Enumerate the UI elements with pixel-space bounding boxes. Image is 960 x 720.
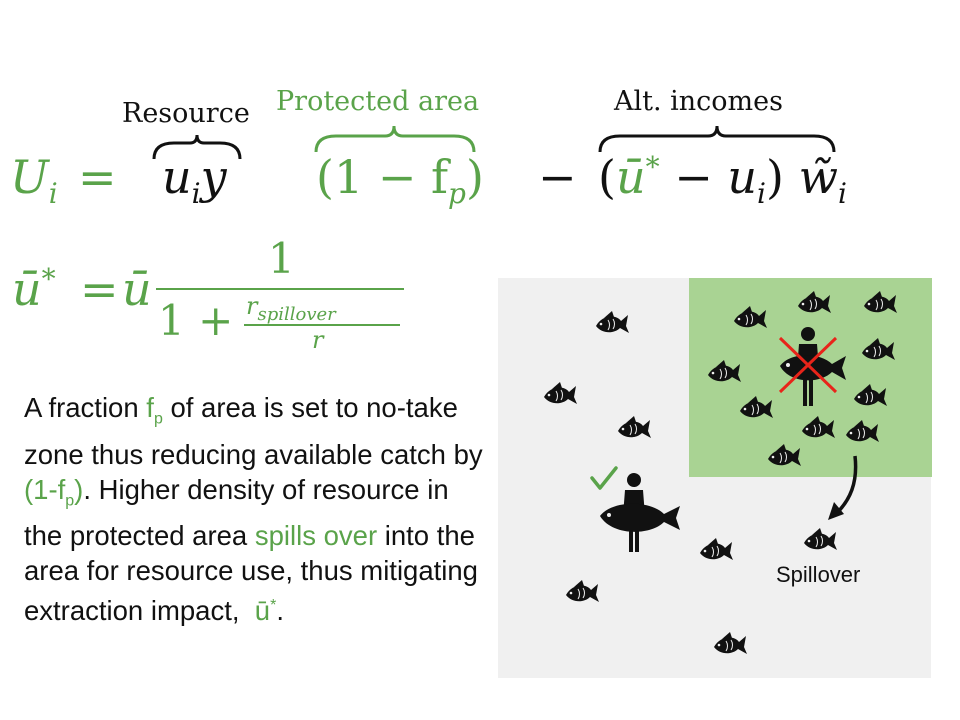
inner-denominator: r	[312, 326, 324, 354]
fish-icon	[713, 631, 748, 655]
check-icon	[590, 466, 618, 490]
fish-icon	[767, 443, 802, 467]
fraction-bar	[156, 288, 404, 290]
utility-lhs: Ui	[10, 150, 58, 211]
inner-numerator: rspillover	[246, 292, 336, 325]
alt-incomes-term: (ū* − ui) w̃i	[598, 150, 847, 211]
fish-icon	[797, 290, 832, 314]
protected-area-brace	[314, 125, 476, 153]
ubar-star-lhs: ū*	[12, 262, 56, 316]
fish-icon	[853, 383, 888, 407]
fish-icon	[803, 527, 838, 551]
panel-drawing	[543, 290, 898, 655]
fish-icon	[863, 290, 898, 314]
protected-area-label: Protected area	[276, 86, 480, 117]
fish-icon	[707, 359, 742, 383]
spillover-label: Spillover	[776, 562, 861, 587]
equals-sign-2: =	[80, 262, 119, 316]
fish-icon	[699, 537, 734, 561]
fish-icon	[733, 305, 768, 329]
spillover-arrow-icon	[834, 455, 858, 516]
description-text: A fraction fp of area is set to no-take …	[24, 392, 483, 627]
fish-icon	[565, 579, 600, 603]
fishing-area-panel: Spillover	[498, 278, 932, 678]
fish-icon	[617, 415, 652, 439]
resource-label: Resource	[122, 98, 250, 129]
alt-incomes-brace	[598, 125, 836, 153]
caught-fish-icon	[600, 503, 680, 532]
protected-area-term: (1 − fp)	[316, 150, 484, 211]
fish-icon	[845, 419, 880, 443]
cross-icon	[778, 336, 838, 394]
fraction-numerator: 1	[268, 234, 295, 283]
ubar-rhs: ū	[122, 262, 152, 316]
fish-icon	[801, 415, 836, 439]
alt-incomes-label: Alt. incomes	[614, 86, 783, 117]
fish-icon	[543, 381, 578, 405]
fish-icon	[739, 395, 774, 419]
equals-sign: =	[78, 150, 117, 204]
fraction-denominator: 1 +	[158, 296, 234, 345]
fish-icon	[595, 310, 630, 334]
resource-term: uiy	[162, 150, 227, 211]
fish-icon	[861, 337, 896, 361]
minus-sign: −	[538, 150, 577, 204]
resource-brace	[152, 134, 242, 160]
inner-fraction-bar	[244, 324, 400, 326]
